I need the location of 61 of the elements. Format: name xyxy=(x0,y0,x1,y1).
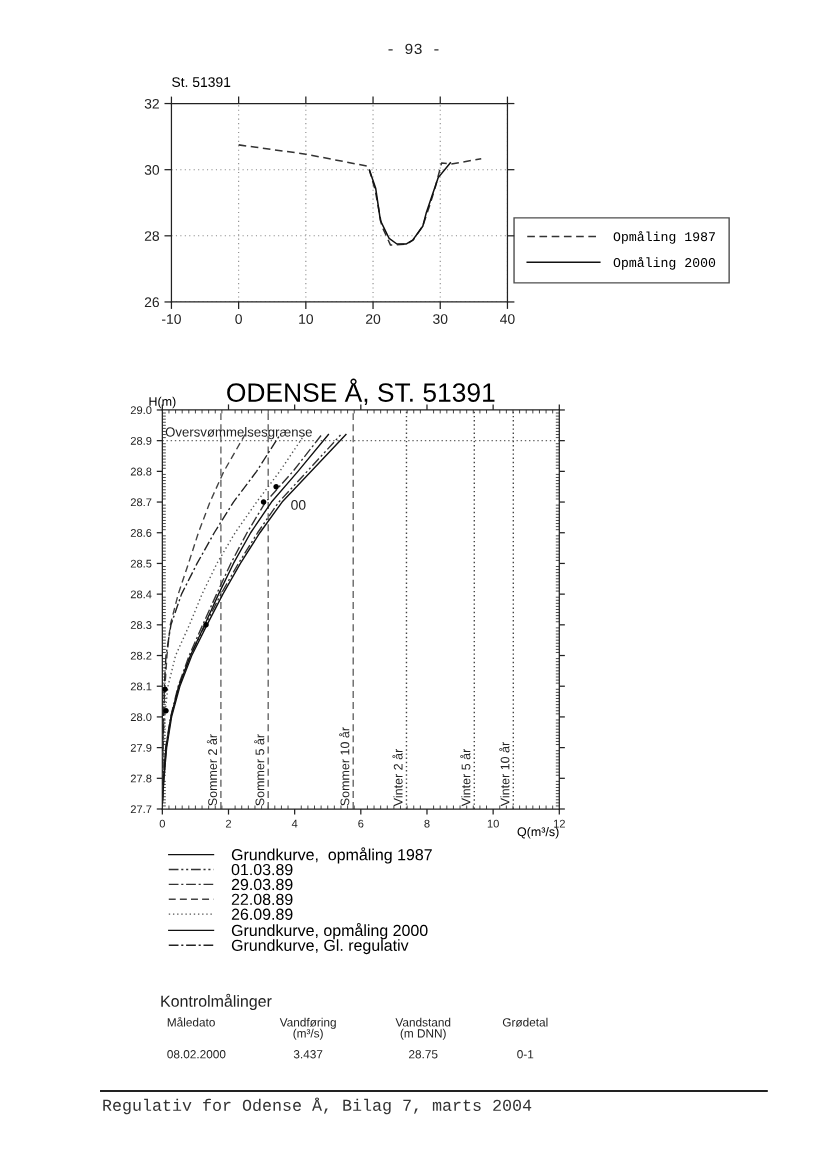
text: Vandstand (m DNN) xyxy=(395,1017,451,1040)
x-tick-label: 2 xyxy=(225,819,232,828)
ref-line-label: Sommer 2 år xyxy=(206,734,218,806)
y-tick-label: 27.7 xyxy=(130,805,152,814)
y-tick-label: 28.1 xyxy=(130,682,152,691)
text: Opmåling 2000 xyxy=(613,256,716,270)
legend-label: Grundkurve, opmåling 1987 xyxy=(231,847,432,864)
ref-line-label: Vinter 10 år xyxy=(499,742,510,807)
legend-label: Grundkurve, opmåling 2000 xyxy=(231,923,428,940)
ref-line-label: Sommer 5 år xyxy=(254,734,265,806)
text: 0-1 xyxy=(517,1050,534,1059)
ref-line-label: Oversvømmelsesgrænse xyxy=(165,426,312,440)
x-tick-label: 30 xyxy=(433,314,448,324)
legend-label: 01.03.89 xyxy=(231,863,293,876)
legend-label: Grundkurve, Gl. regulativ xyxy=(231,939,409,955)
chart-title: St. 51391 xyxy=(172,77,231,88)
y-tick-label: 28.6 xyxy=(130,529,152,537)
x-tick-label: 10 xyxy=(487,819,499,828)
x-tick-label: 6 xyxy=(358,819,364,828)
x-tick-label: 4 xyxy=(291,819,298,828)
chart-title: ODENSE Å, ST. 51391 xyxy=(227,378,495,405)
y-tick-label: 27.9 xyxy=(130,743,152,752)
y-tick-label: 28.9 xyxy=(130,436,152,445)
x-tick-label: 20 xyxy=(366,314,381,324)
y-tick-label: 27.8 xyxy=(130,774,152,783)
x-tick-label: 0 xyxy=(235,314,242,324)
annotation: 00 xyxy=(291,500,306,510)
text: Vandføring (m³/s) xyxy=(279,1017,336,1040)
x-tick-label: 40 xyxy=(500,314,515,324)
legend-label: 29.03.89 xyxy=(231,878,293,891)
y-tick-label: 28.2 xyxy=(130,651,152,660)
y-tick-label: 28.4 xyxy=(130,590,152,599)
text: 08.02.2000 xyxy=(167,1050,226,1059)
text: Kontrolmålinger xyxy=(161,993,272,1010)
text: 28.75 xyxy=(409,1050,438,1059)
x-axis-title: Q(m³/s) xyxy=(517,826,559,839)
legend-label: 26.09.89 xyxy=(231,908,293,920)
text: - 93 - xyxy=(388,43,439,55)
legend-label: 22.08.89 xyxy=(231,893,293,906)
text: Regulativ for Odense Å, Bilag 7, marts 2004 xyxy=(103,1097,532,1115)
text: Grødetal xyxy=(502,1017,548,1027)
text: Måledato xyxy=(167,1016,215,1027)
ref-line-label: Sommer 10 år xyxy=(339,727,350,806)
y-tick-label: 28 xyxy=(144,231,160,241)
x-tick-label: 0 xyxy=(159,819,165,828)
ref-line-label: Vinter 5 år xyxy=(460,748,471,807)
x-tick-label: -10 xyxy=(162,314,181,324)
x-tick-label: 8 xyxy=(424,819,430,828)
text: Opmåling 1987 xyxy=(613,231,715,244)
ref-line-label: Vinter 2 år xyxy=(392,748,403,807)
text: 3.437 xyxy=(293,1050,323,1059)
y-tick-label: 26 xyxy=(144,297,160,308)
y-tick-label: 28.5 xyxy=(130,559,152,568)
y-tick-label: 28.0 xyxy=(130,713,152,722)
y-tick-label: 30 xyxy=(144,165,160,175)
x-tick-label: 12 xyxy=(553,819,565,828)
y-tick-label: 32 xyxy=(144,98,159,109)
y-tick-label: 28.3 xyxy=(130,621,152,629)
x-tick-label: 10 xyxy=(299,314,314,324)
y-tick-label: 28.7 xyxy=(130,498,152,507)
y-tick-label: 28.8 xyxy=(130,467,152,476)
